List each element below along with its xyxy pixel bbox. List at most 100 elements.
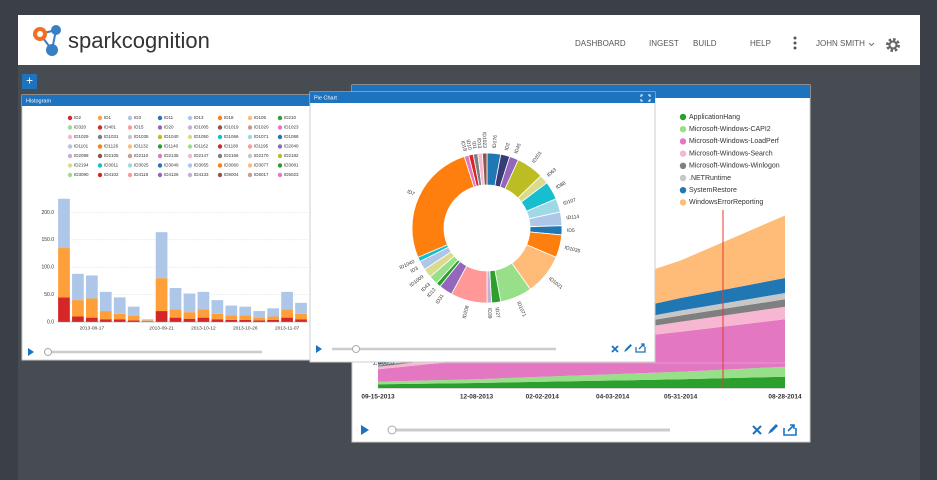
slice-label: ID208	[462, 305, 471, 320]
slice-label: ID63	[546, 167, 558, 179]
legend-label: ID1029	[74, 134, 89, 139]
bar-segment	[295, 313, 307, 320]
slice-label: ID12	[426, 287, 438, 299]
legend-label: ID3077	[254, 163, 269, 168]
legend-label: ID5023	[284, 172, 299, 177]
play-button[interactable]	[28, 348, 34, 356]
slice-label: ID176	[492, 135, 499, 149]
legend-swatch	[127, 144, 133, 149]
legend-label: ID2135	[164, 153, 179, 158]
histogram-window: Histogram ID2 ID1 ID3 ID11 ID13 ID18 ID105 ID21…	[21, 94, 313, 361]
bar-segment	[225, 319, 238, 322]
y-tick-label: 100.0	[41, 265, 54, 271]
slice-label: ID2	[504, 142, 512, 151]
close-icon[interactable]	[752, 425, 762, 435]
bar-segment	[281, 309, 293, 318]
legend-label: ID401	[104, 125, 117, 130]
bar-segment	[155, 232, 168, 279]
area-series	[378, 293, 785, 366]
legend-swatch	[157, 115, 163, 121]
slice-label: ID1071	[515, 301, 527, 318]
legend-label: ID2147	[194, 153, 209, 158]
bar-segment	[72, 273, 84, 301]
x-tick-label: 04-03-2014	[596, 394, 630, 401]
more-menu[interactable]	[793, 36, 797, 50]
area-series	[378, 366, 785, 385]
bar-segment	[211, 313, 224, 320]
bar-segment	[183, 318, 196, 322]
bar-segment	[155, 278, 168, 312]
legend-label: ID13	[194, 115, 204, 120]
legend-swatch	[67, 163, 73, 168]
legend-label: ID1126	[104, 144, 119, 149]
legend-label: ID2040	[284, 144, 299, 149]
legend-swatch	[277, 153, 283, 159]
close-icon[interactable]	[611, 345, 619, 353]
legend-label: ApplicationHang	[689, 114, 740, 121]
slice-label: ID114	[566, 214, 580, 222]
expand-icon[interactable]	[640, 94, 651, 102]
nav-build[interactable]: BUILD	[693, 39, 717, 48]
slice-label: ID1035	[564, 245, 581, 255]
bar-segment	[86, 298, 98, 318]
legend-swatch	[247, 115, 253, 121]
x-tick-label: 2013-10-12	[191, 325, 216, 331]
legend-swatch	[679, 138, 687, 145]
pie-window: Pie Chart ID176 ID2 ID45ID201ID63ID88ID107…	[309, 91, 656, 363]
legend-label: ID3	[134, 115, 142, 120]
bar-segment	[295, 319, 307, 322]
play-button[interactable]	[316, 345, 322, 353]
legend-label: Microsoft-Windows-CAPI2	[689, 126, 771, 133]
bar-segment	[183, 312, 196, 319]
legend-swatch	[157, 125, 163, 130]
bar-segment	[86, 275, 98, 299]
legend-swatch	[247, 172, 253, 178]
legend-swatch	[157, 172, 163, 178]
legend-swatch	[247, 144, 253, 149]
bar-segment	[113, 319, 126, 322]
slider-knob[interactable]	[352, 345, 360, 353]
bar-segment	[169, 317, 182, 322]
add-widget-button[interactable]	[22, 74, 37, 89]
logo-icon	[33, 25, 61, 56]
legend-label: ID1035	[134, 134, 149, 139]
bar-segment	[197, 309, 210, 318]
bar-segment	[253, 317, 266, 321]
legend-swatch	[217, 144, 223, 149]
bar-segment	[295, 302, 307, 314]
bar-segment	[211, 300, 224, 314]
nav-dashboard[interactable]: DASHBOARD	[575, 39, 626, 48]
slice-label: ID27	[494, 307, 501, 318]
settings-gear[interactable]	[886, 38, 900, 52]
legend-label: ID4133	[194, 172, 209, 177]
legend-swatch	[127, 115, 133, 121]
edit-icon[interactable]	[768, 424, 778, 434]
legend-label: Microsoft-Windows-Winlogon	[689, 163, 780, 170]
user-menu[interactable]: JOHN SMITH	[816, 39, 865, 48]
slider-knob[interactable]	[44, 348, 52, 356]
bar-segment	[211, 319, 224, 322]
legend-label: .NETRuntime	[689, 175, 731, 182]
bar-segment	[267, 319, 279, 322]
share-icon[interactable]	[635, 343, 646, 353]
legend-label: ID2166	[224, 153, 239, 158]
bar-segment	[239, 319, 252, 322]
legend-swatch	[217, 163, 223, 168]
legend-swatch	[187, 153, 193, 159]
legend-swatch	[67, 144, 73, 149]
bar-segment	[99, 291, 112, 312]
legend-swatch	[127, 125, 133, 130]
bar-segment	[58, 248, 70, 298]
bar-segment	[141, 320, 154, 322]
legend-swatch	[217, 134, 223, 140]
nav-ingest[interactable]: INGEST	[649, 39, 679, 48]
nav-help[interactable]: HELP	[750, 39, 771, 48]
play-button[interactable]	[361, 425, 369, 435]
legend-label: ID2194	[74, 163, 89, 168]
legend-swatch	[187, 144, 193, 149]
slider-knob[interactable]	[387, 425, 397, 435]
share-icon[interactable]	[783, 424, 797, 436]
logo-text[interactable]: sparkcognition	[68, 28, 210, 53]
edit-icon[interactable]	[624, 344, 632, 352]
